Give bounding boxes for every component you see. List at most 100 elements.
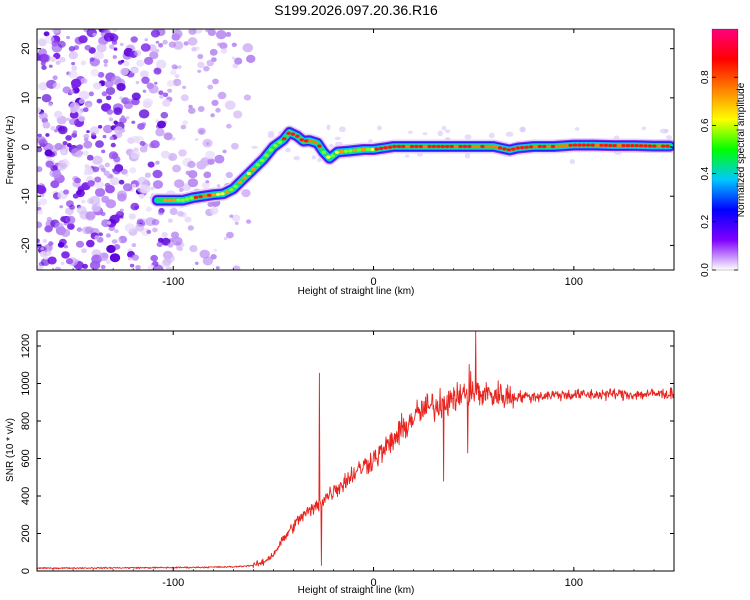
- noise-blob: [217, 42, 222, 47]
- noise-blob: [130, 36, 138, 43]
- noise-blob: [37, 136, 46, 145]
- noise-blob: [71, 61, 76, 66]
- ridge-core: [453, 144, 459, 149]
- ridge-core: [621, 144, 626, 148]
- noise-blob: [128, 213, 136, 220]
- ridge-core: [242, 176, 247, 180]
- noise-blob: [134, 50, 142, 57]
- noise-blob: [226, 123, 232, 129]
- heatmap-x-axis: -100 0 100: [52, 29, 675, 288]
- noise-blob: [103, 63, 108, 67]
- noise-blob: [136, 184, 147, 194]
- noise-blob: [641, 126, 646, 131]
- noise-blob: [205, 150, 216, 160]
- noise-blob: [86, 154, 94, 161]
- noise-blob: [234, 57, 243, 65]
- noise-blob: [84, 166, 94, 176]
- noise-blob: [78, 115, 86, 122]
- ridge-core: [180, 198, 185, 202]
- noise-blob: [211, 99, 219, 106]
- noise-blob: [150, 140, 160, 149]
- noise-blob: [38, 82, 48, 91]
- ridge-core: [471, 144, 476, 149]
- noise-blob: [187, 178, 199, 188]
- noise-blob: [46, 216, 52, 222]
- ridge-core: [506, 148, 512, 152]
- noise-blob: [152, 264, 164, 270]
- noise-blob: [104, 80, 114, 88]
- noise-blob: [232, 265, 241, 270]
- noise-blob: [177, 210, 184, 217]
- noise-blob: [86, 239, 95, 248]
- noise-blob: [444, 129, 451, 133]
- noise-blob: [225, 171, 233, 179]
- x-tick-label: 100: [565, 276, 583, 288]
- y-tick-label: 400: [20, 487, 32, 505]
- figure-title: S199.2026.097.20.36.R16: [274, 2, 438, 18]
- noise-blob: [184, 216, 192, 223]
- noise-blob: [40, 258, 50, 266]
- noise-blob: [505, 131, 514, 137]
- ridge-core: [559, 144, 564, 148]
- noise-blob: [215, 107, 221, 113]
- y-tick-label: 0: [20, 568, 32, 574]
- ridge-core: [462, 144, 468, 149]
- ridge-core: [414, 144, 419, 149]
- ridge-core: [378, 146, 384, 150]
- ridge-core: [220, 192, 225, 196]
- noise-blob: [311, 155, 317, 160]
- noise-blob: [130, 150, 141, 160]
- noise-blob: [114, 214, 121, 220]
- noise-blob: [203, 65, 210, 72]
- noise-blob: [98, 125, 103, 129]
- noise-blob: [60, 163, 68, 169]
- noise-blob: [191, 47, 197, 52]
- snr-y-label: SNR (10 * v/v): [5, 418, 16, 482]
- ridge-core: [484, 144, 490, 149]
- noise-blob: [176, 80, 182, 86]
- noise-blob: [220, 48, 228, 54]
- ridge-core: [251, 167, 256, 171]
- noise-blob: [111, 40, 118, 45]
- noise-blob: [114, 126, 124, 135]
- noise-blob: [158, 90, 164, 95]
- noise-blob: [377, 125, 382, 131]
- noise-blob: [89, 260, 101, 270]
- noise-blob: [51, 40, 59, 47]
- ridge-core: [625, 144, 631, 148]
- noise-blob: [205, 141, 210, 146]
- noise-blob: [82, 263, 88, 269]
- noise-blob: [149, 51, 159, 60]
- noise-blob: [105, 259, 112, 265]
- noise-blob: [135, 223, 145, 232]
- noise-blob: [131, 254, 139, 261]
- ridge-core: [564, 144, 569, 148]
- noise-blob: [48, 64, 53, 68]
- noise-blob: [119, 42, 124, 47]
- noise-blob: [119, 116, 127, 124]
- noise-blob: [55, 60, 61, 65]
- noise-blob: [80, 77, 88, 84]
- noise-blob: [90, 132, 96, 137]
- noise-blob: [43, 255, 49, 260]
- noise-blob: [231, 42, 237, 47]
- noise-blob: [157, 210, 164, 216]
- noise-blob: [177, 65, 182, 69]
- noise-blob: [106, 109, 114, 115]
- noise-blob: [136, 218, 144, 225]
- ridge-core: [590, 143, 595, 147]
- noise-blob: [113, 244, 121, 250]
- noise-blob: [150, 254, 158, 262]
- noise-blob: [464, 152, 471, 159]
- noise-blob: [112, 55, 117, 59]
- noise-blob: [62, 141, 68, 146]
- noise-blob: [150, 29, 160, 38]
- noise-blob: [232, 63, 239, 69]
- noise-blob: [85, 211, 96, 221]
- noise-blob: [569, 158, 575, 165]
- noise-blob: [110, 142, 116, 148]
- snr-y-axis: 0 200 400 600 800 1000 1200: [20, 334, 674, 574]
- noise-blob: [284, 147, 291, 153]
- noise-blob: [94, 176, 102, 183]
- noise-blob: [187, 225, 194, 231]
